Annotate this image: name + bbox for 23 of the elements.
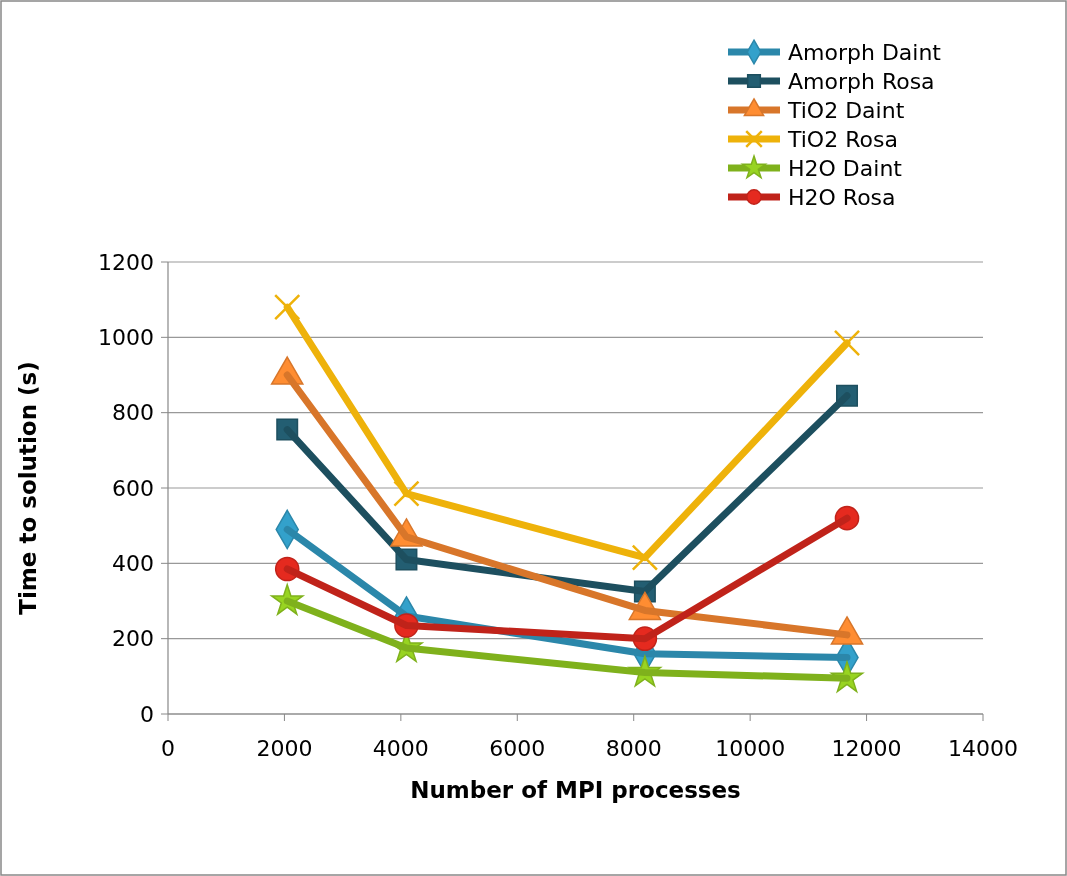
legend-label: Amorph Daint — [788, 39, 942, 65]
y-tick-label: 200 — [112, 626, 154, 652]
legend-label: H2O Daint — [788, 155, 903, 181]
y-axis-title: Time to solution (s) — [15, 361, 41, 615]
legend-label: Amorph Rosa — [788, 68, 935, 94]
x-tick-label: 10000 — [715, 736, 786, 761]
y-tick-label: 600 — [112, 475, 154, 501]
legend-label: TiO2 Daint — [787, 97, 905, 123]
legend-label: H2O Rosa — [788, 184, 896, 210]
x-tick-label: 8000 — [605, 736, 662, 761]
y-tick-label: 0 — [140, 701, 154, 727]
x-tick-label: 4000 — [372, 736, 429, 761]
legend-label: TiO2 Rosa — [787, 126, 898, 152]
y-tick-label: 1000 — [98, 325, 154, 351]
x-tick-label: 12000 — [831, 736, 902, 761]
y-tick-label: 800 — [112, 400, 154, 426]
y-tick-label: 400 — [112, 551, 154, 577]
x-tick-label: 2000 — [256, 736, 313, 761]
y-tick-label: 1200 — [98, 249, 154, 275]
x-tick-label: 14000 — [948, 736, 1018, 761]
x-tick-label: 0 — [161, 736, 175, 761]
x-tick-label: 6000 — [489, 736, 546, 761]
x-axis-title: Number of MPI processes — [410, 777, 741, 803]
